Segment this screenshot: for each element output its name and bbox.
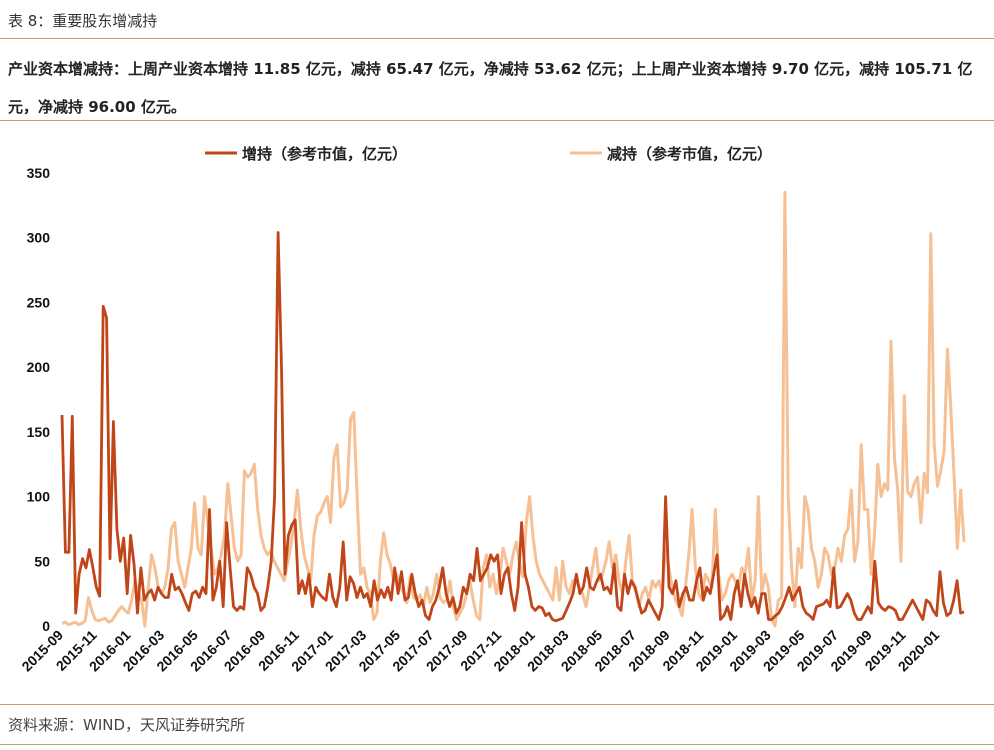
legend-increase-label: 增持（参考市值，亿元） [242, 145, 407, 163]
bottom-rule [0, 704, 994, 705]
y-tick-label: 350 [27, 165, 51, 181]
y-tick-label: 300 [27, 230, 51, 246]
summary-rule [0, 120, 994, 121]
y-tick-label: 100 [27, 489, 51, 505]
line-chart: 增持（参考市值，亿元） 减持（参考市值，亿元） 0 50 100 150 200 250 3… [18, 145, 966, 675]
y-tick-label: 50 [34, 553, 50, 569]
table-caption: 表 8：重要股东增减持 [8, 12, 158, 30]
summary-text: 产业资本增减持：上周产业资本增持 11.85 亿元，减持 65.47 亿元，净减… [8, 60, 973, 116]
top-rule [0, 38, 994, 39]
x-axis: 2015-092015-112016-012016-032016-052016-… [18, 627, 942, 675]
series-line-decrease [61, 190, 966, 628]
y-tick-label: 250 [27, 294, 51, 310]
y-axis: 0 50 100 150 200 250 300 350 [27, 165, 51, 634]
legend: 增持（参考市值，亿元） 减持（参考市值，亿元） [205, 145, 772, 163]
plot-area [60, 190, 966, 628]
y-tick-label: 200 [27, 359, 51, 375]
footer-rule [0, 744, 994, 745]
source-note: 资料来源：WIND，天风证券研究所 [8, 716, 246, 734]
series-line-increase [60, 231, 965, 623]
y-tick-label: 0 [42, 618, 50, 634]
legend-decrease-label: 减持（参考市值，亿元） [607, 145, 772, 163]
y-tick-label: 150 [27, 424, 51, 440]
